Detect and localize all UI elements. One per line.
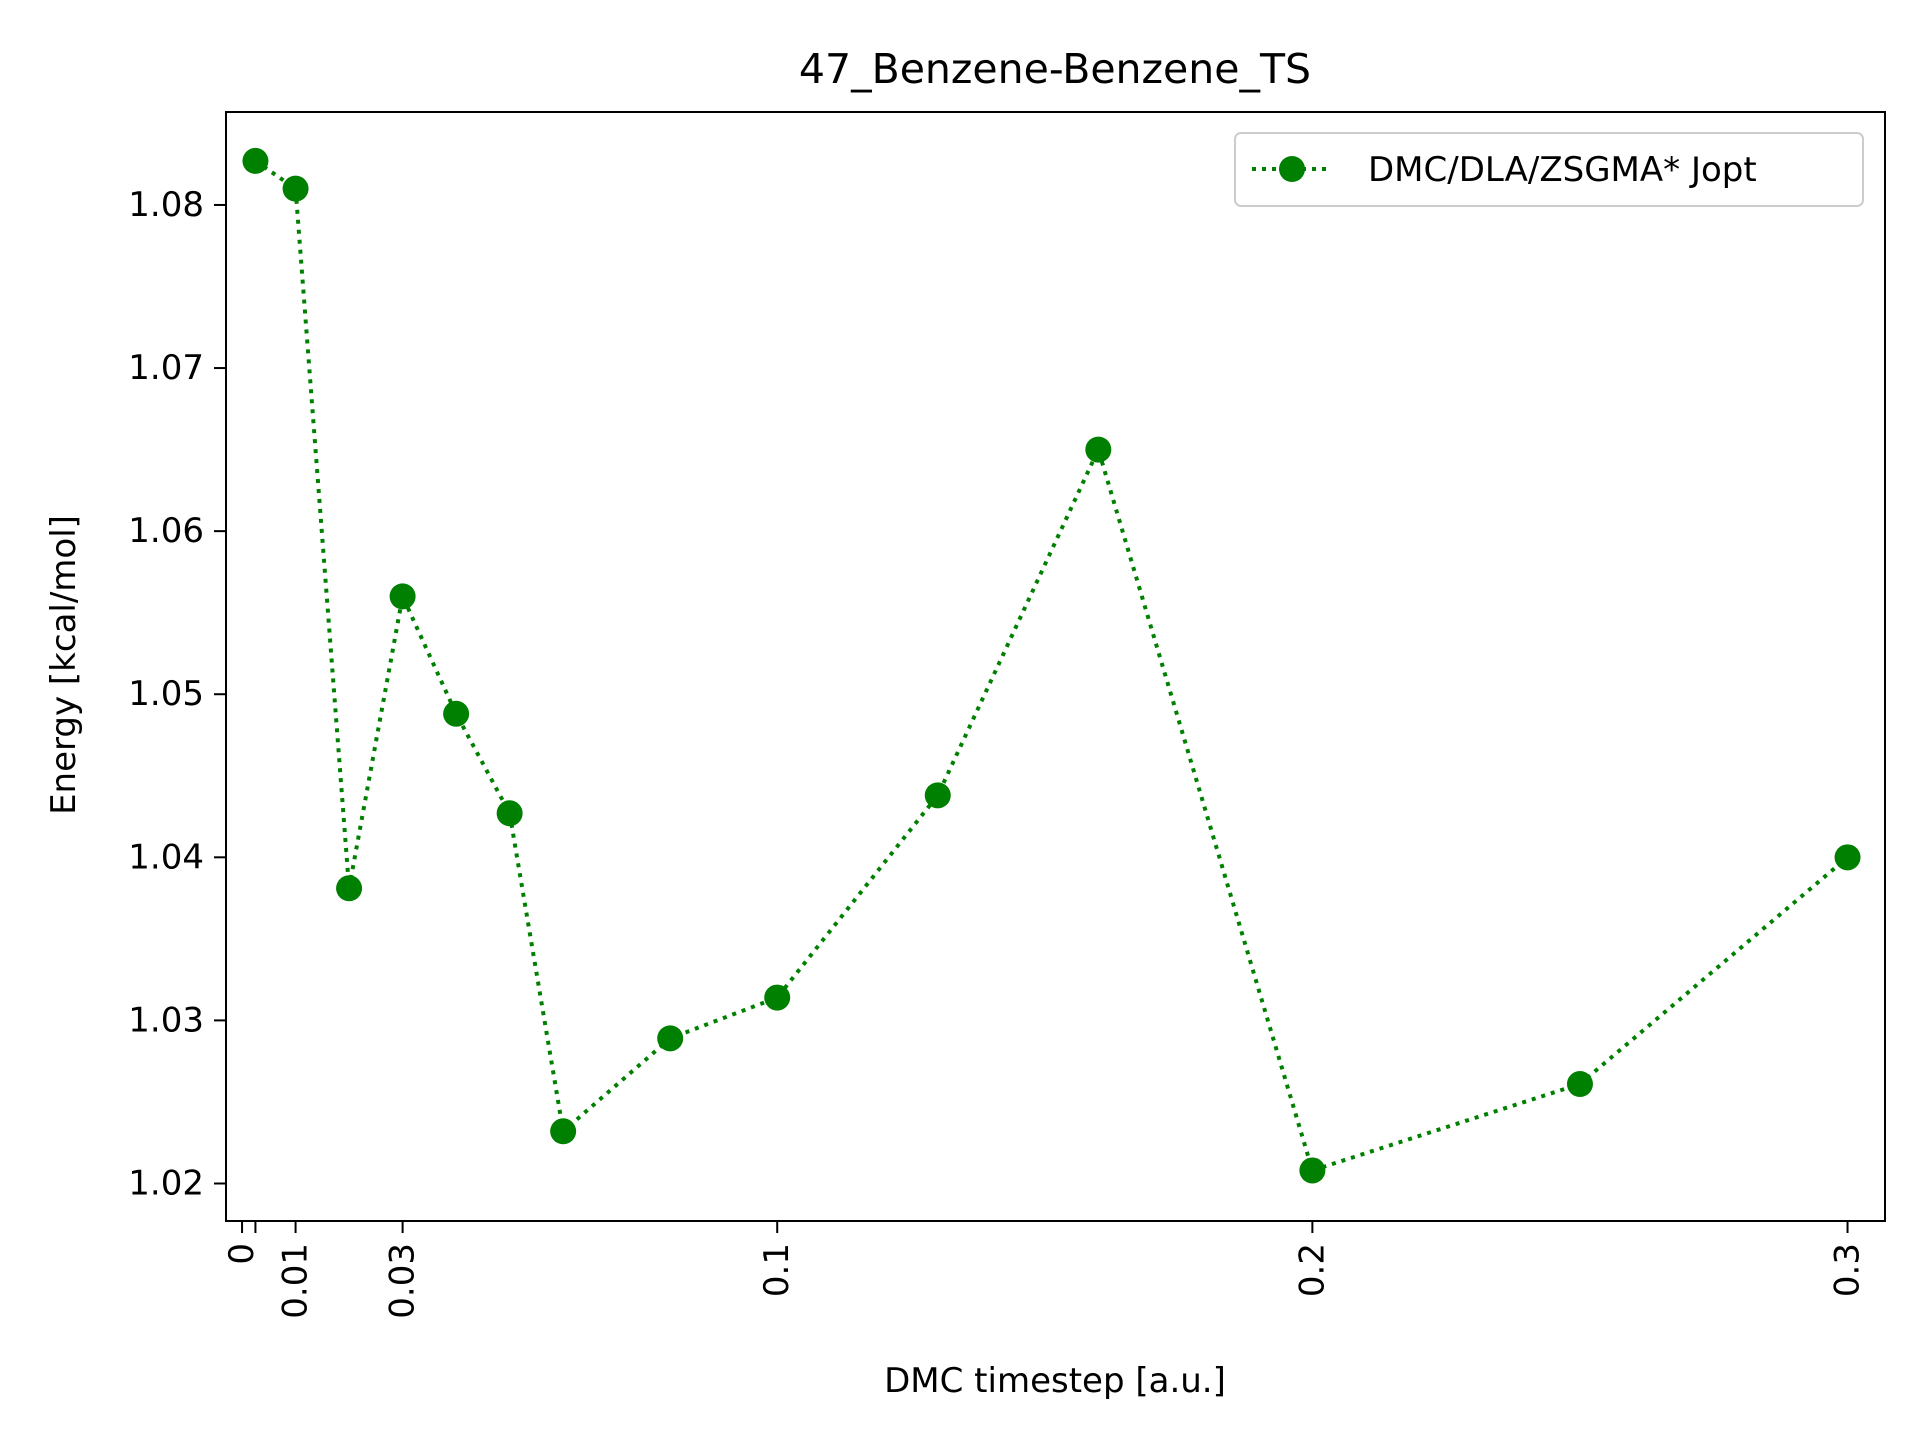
data-point <box>657 1025 684 1052</box>
y-tick-label: 1.04 <box>128 837 204 877</box>
data-point <box>1566 1071 1593 1098</box>
data-point <box>496 800 523 827</box>
plot-frame <box>225 111 1886 1222</box>
x-tick-label: 0.3 <box>1828 1243 1868 1297</box>
data-point <box>336 875 363 902</box>
y-tick-label: 1.08 <box>128 185 204 225</box>
data-point <box>1085 436 1112 463</box>
y-tick-label: 1.02 <box>128 1163 204 1203</box>
data-point <box>764 984 791 1011</box>
x-tick-label: 0.03 <box>383 1243 423 1319</box>
data-point <box>1299 1157 1326 1184</box>
y-axis-ticks: 1.02 1.03 1.04 1.05 1.06 1.07 1.08 <box>128 185 226 1203</box>
y-tick-label: 1.05 <box>128 674 204 714</box>
legend-label: DMC/DLA/ZSGMA* Jopt <box>1368 150 1757 190</box>
x-tick-label: 0.1 <box>757 1243 797 1297</box>
series-line <box>254 159 1849 1173</box>
data-point <box>282 175 309 202</box>
data-point <box>924 782 951 809</box>
legend: DMC/DLA/ZSGMA* Jopt <box>1234 132 1864 207</box>
data-point <box>389 583 416 610</box>
y-tick-label: 1.03 <box>128 1000 204 1040</box>
data-point <box>1834 844 1861 871</box>
data-point <box>443 700 470 727</box>
x-axis-label: DMC timestep [a.u.] <box>884 1361 1226 1401</box>
y-tick-label: 1.07 <box>128 348 204 388</box>
x-tick-label: 0 <box>222 1243 262 1265</box>
chart-title: 47_Benzene-Benzene_TS <box>799 45 1311 93</box>
series-layer <box>242 147 1861 1184</box>
x-axis-ticks: 0 0.01 0.03 0.1 0.2 0.3 <box>222 1221 1868 1319</box>
data-point <box>242 147 269 174</box>
legend-box <box>1234 132 1864 207</box>
data-point <box>550 1118 577 1145</box>
legend-marker <box>1279 156 1305 182</box>
x-tick-label: 0.01 <box>276 1243 316 1319</box>
y-axis-label: Energy [kcal/mol] <box>44 515 84 815</box>
y-tick-label: 1.06 <box>128 511 204 551</box>
x-tick-label: 0.2 <box>1292 1243 1332 1297</box>
